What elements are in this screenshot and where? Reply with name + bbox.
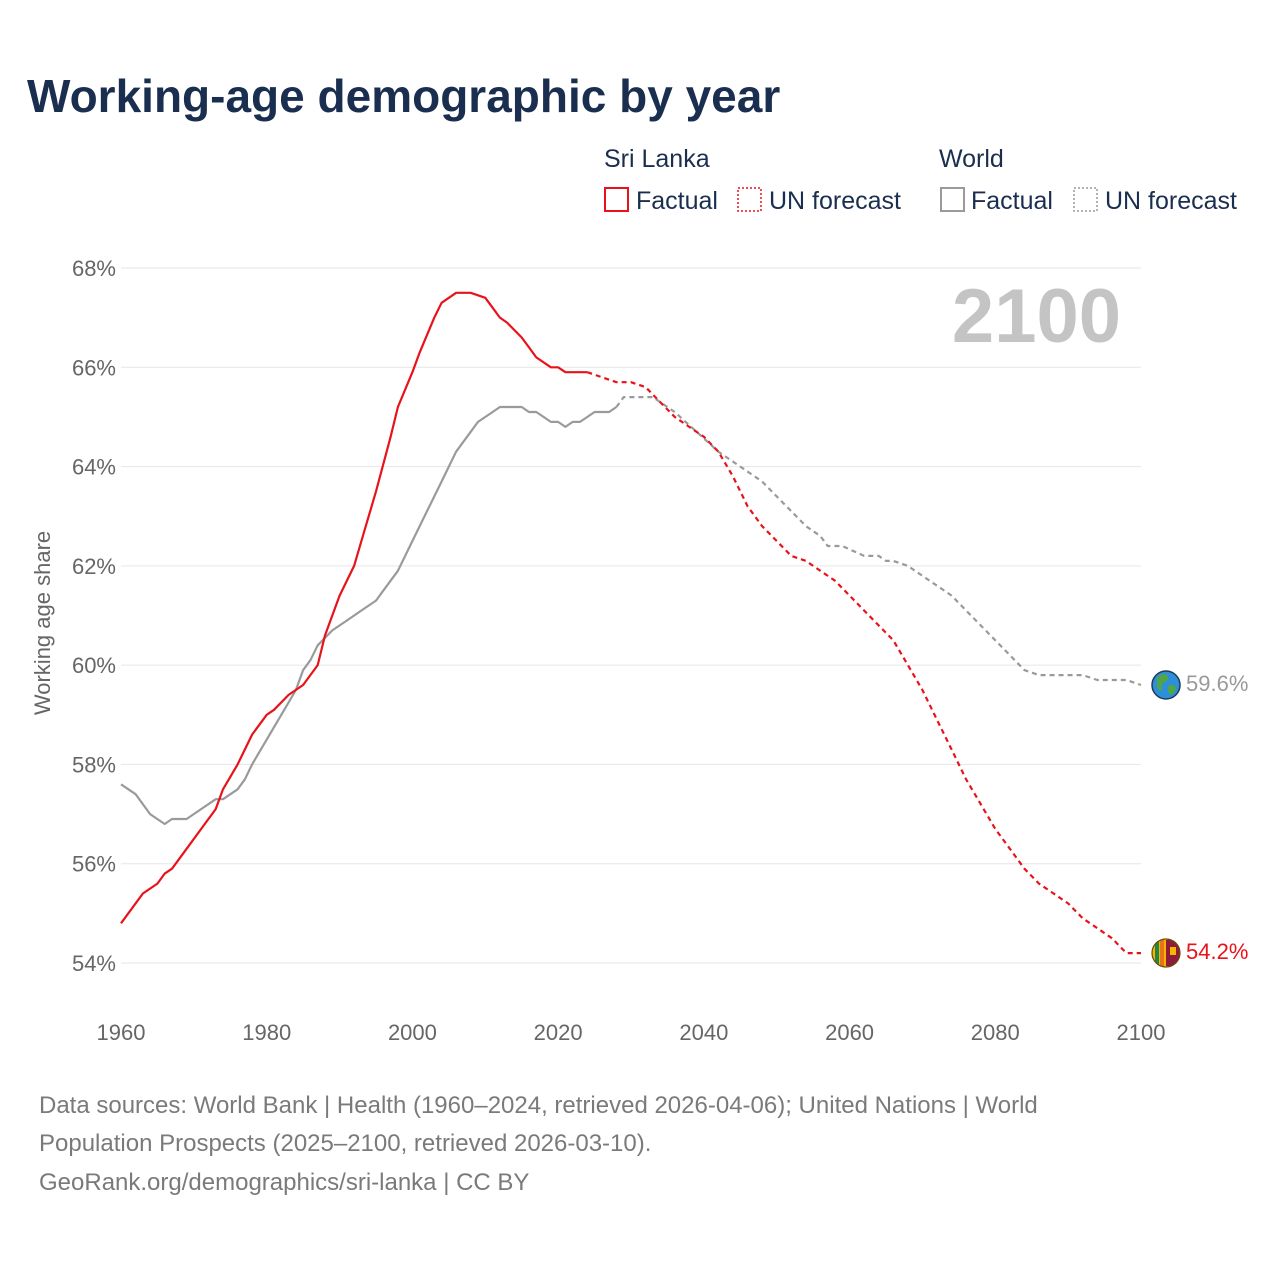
footer-credit: GeoRank.org/demographics/sri-lanka | CC … <box>39 1169 529 1196</box>
x-tick-label: 1960 <box>97 1020 146 1045</box>
legend-label-sri-lanka-forecast: UN forecast <box>769 187 901 215</box>
year-badge: 2100 <box>952 274 1121 359</box>
y-axis-title: Working age share <box>30 531 55 715</box>
legend-group-world: World <box>939 145 1004 173</box>
chart-title: Working-age demographic by year <box>27 70 780 122</box>
world-end-marker: 59.6% <box>1151 670 1248 700</box>
legend-swatch-world-factual <box>940 187 965 212</box>
sri-lanka-end-value: 54.2% <box>1186 939 1248 964</box>
x-tick-label: 2040 <box>679 1020 728 1045</box>
y-tick-label: 58% <box>72 752 116 777</box>
x-tick-label: 1980 <box>242 1020 291 1045</box>
y-axis-ticks: 54% 56% 58% 60% 62% 64% 66% 68% <box>72 256 116 976</box>
globe-icon <box>1151 670 1181 700</box>
footer-sources-line-1: Data sources: World Bank | Health (1960–… <box>39 1092 1038 1119</box>
y-tick-label: 62% <box>72 554 116 579</box>
legend-swatch-sri-lanka-factual <box>604 187 629 212</box>
x-tick-label: 2080 <box>971 1020 1020 1045</box>
series-line-sri-lanka-un-forecast <box>586 371 1141 955</box>
y-tick-label: 64% <box>72 455 116 480</box>
y-tick-label: 66% <box>72 355 116 380</box>
x-tick-label: 2020 <box>534 1020 583 1045</box>
series <box>120 291 1142 955</box>
y-tick-label: 54% <box>72 951 116 976</box>
gridlines <box>121 267 1141 964</box>
series-line-sri-lanka-factual <box>120 291 588 924</box>
y-tick-label: 68% <box>72 256 116 281</box>
footer-sources-line-2: Population Prospects (2025–2100, retriev… <box>39 1130 651 1157</box>
x-tick-label: 2000 <box>388 1020 437 1045</box>
y-tick-label: 56% <box>72 852 116 877</box>
legend-label-sri-lanka-factual: Factual <box>636 187 718 215</box>
series-line-world-factual <box>120 405 618 826</box>
legend-label-world-forecast: UN forecast <box>1105 187 1237 215</box>
legend-swatch-world-forecast <box>1073 187 1098 212</box>
sri-lanka-end-marker: 54.2% <box>1151 938 1248 968</box>
x-axis-ticks: 1960 1980 2000 2020 2040 2060 2080 2100 <box>97 1020 1166 1045</box>
legend-label-world-factual: Factual <box>971 187 1053 215</box>
series-line-world-un-forecast <box>615 396 1142 687</box>
world-end-value: 59.6% <box>1186 671 1248 696</box>
x-tick-label: 2060 <box>825 1020 874 1045</box>
legend-group-sri-lanka: Sri Lanka <box>604 145 710 173</box>
legend: Sri Lanka Factual UN forecast World Fact… <box>604 145 1237 215</box>
x-tick-label: 2100 <box>1117 1020 1166 1045</box>
y-tick-label: 60% <box>72 653 116 678</box>
sri-lanka-flag-icon <box>1151 938 1181 968</box>
legend-swatch-sri-lanka-forecast <box>737 187 762 212</box>
